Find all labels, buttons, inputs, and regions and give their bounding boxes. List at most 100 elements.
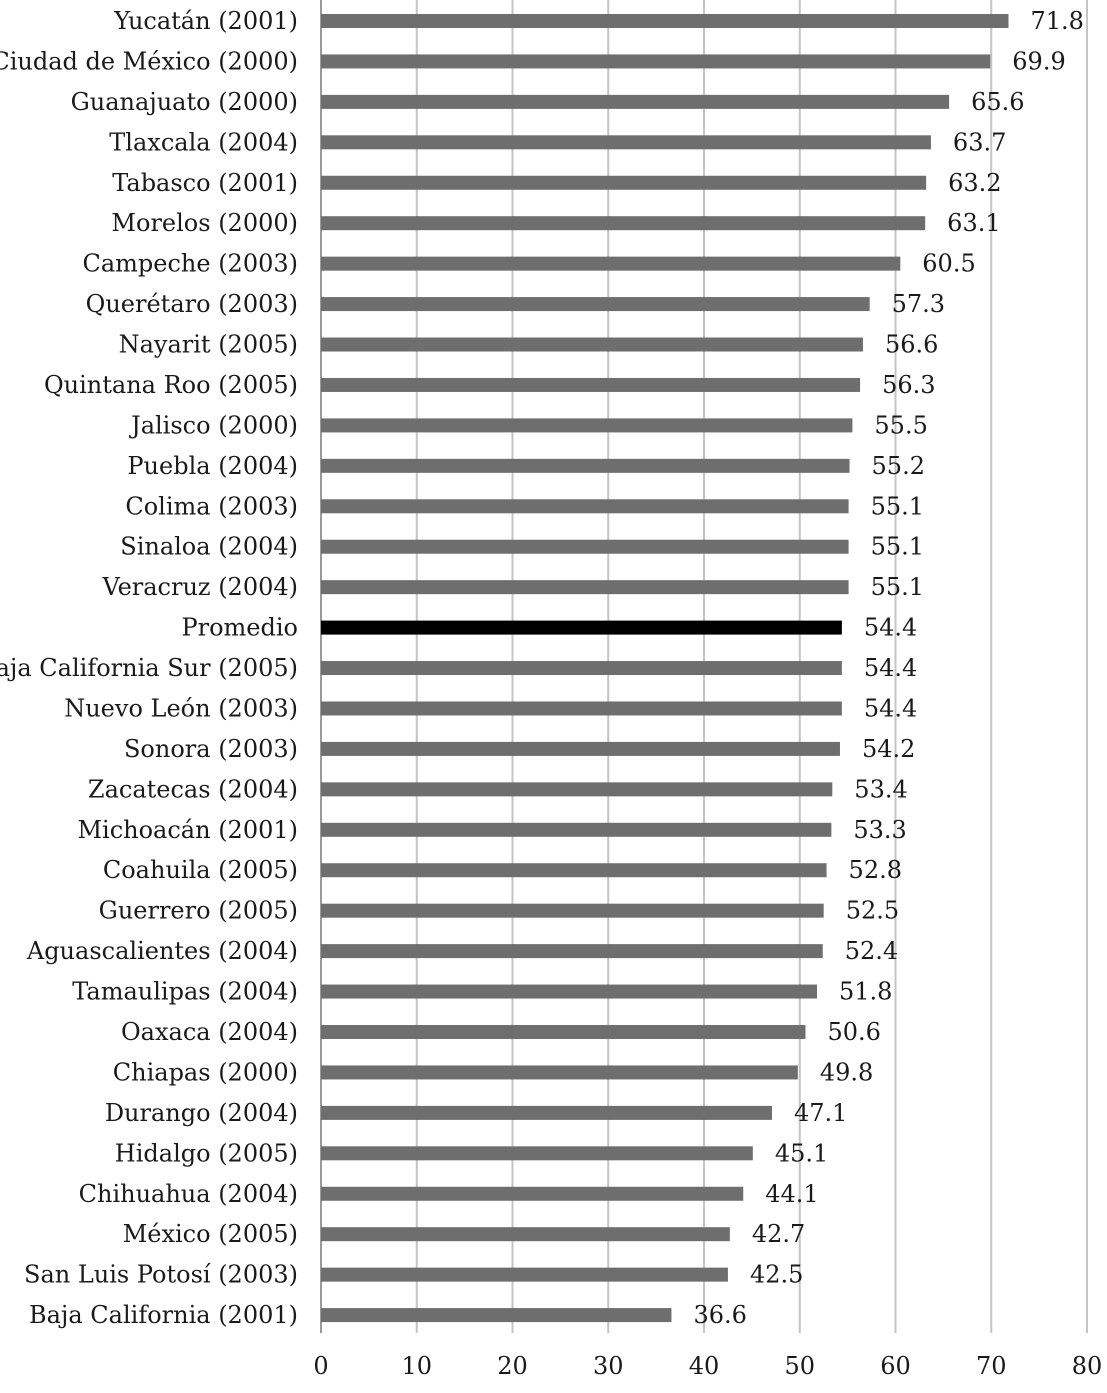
x-tick-label: 0	[313, 1352, 328, 1380]
bars	[321, 14, 1009, 1323]
bar	[321, 297, 870, 312]
data-label: 49.8	[820, 1058, 873, 1086]
bar	[321, 539, 849, 554]
data-label: 54.2	[862, 735, 915, 763]
category-label: Guanajuato (2000)	[71, 88, 298, 116]
category-label: Zacatecas (2004)	[88, 775, 298, 803]
bar	[321, 984, 817, 999]
bar	[321, 903, 824, 918]
category-label: Chiapas (2000)	[113, 1058, 298, 1086]
bar	[321, 1308, 672, 1323]
data-label: 53.3	[853, 816, 906, 844]
bar	[321, 1025, 806, 1039]
category-label: Coahuila (2005)	[103, 856, 298, 884]
data-label: 55.1	[871, 492, 924, 520]
category-label: Nayarit (2005)	[119, 331, 298, 359]
bar	[321, 175, 927, 190]
bar	[321, 377, 861, 392]
category-label: Sinaloa (2004)	[120, 533, 298, 561]
bar	[321, 1267, 728, 1282]
data-label: 63.2	[948, 169, 1001, 197]
data-label: 52.4	[845, 937, 898, 965]
x-tick-label: 70	[976, 1352, 1007, 1380]
x-tick-label: 10	[401, 1352, 432, 1380]
data-label: 71.8	[1030, 7, 1083, 35]
category-label: Hidalgo (2005)	[115, 1139, 298, 1167]
data-label: 54.4	[864, 694, 917, 722]
category-labels: Yucatán (2001) Ciudad de México (2000) Gua…	[0, 7, 298, 1329]
bar	[321, 1105, 772, 1120]
bar	[321, 499, 849, 514]
bar	[321, 94, 950, 109]
category-label: Oaxaca (2004)	[121, 1018, 298, 1046]
data-label: 44.1	[765, 1180, 818, 1208]
category-label: Veracruz (2004)	[101, 573, 298, 601]
data-label: 45.1	[775, 1139, 828, 1167]
data-label: 51.8	[839, 978, 892, 1006]
category-label: Nuevo León (2003)	[64, 694, 298, 722]
category-label: Michoacán (2001)	[77, 816, 298, 844]
x-tick-label: 30	[593, 1352, 624, 1380]
bar	[321, 1227, 730, 1242]
bar	[321, 1146, 753, 1161]
category-label: Chihuahua (2004)	[79, 1180, 298, 1208]
x-tick-label: 60	[880, 1352, 911, 1380]
category-label: Sonora (2003)	[124, 735, 298, 763]
bar	[321, 1065, 798, 1080]
bar	[321, 863, 827, 878]
category-label: Campeche (2003)	[82, 250, 298, 278]
bar	[321, 661, 842, 676]
data-label: 55.1	[871, 533, 924, 561]
category-label: Quintana Roo (2005)	[44, 371, 298, 399]
data-label: 55.2	[872, 452, 925, 480]
category-label: Baja California (2001)	[29, 1301, 298, 1329]
x-axis-ticks: 0 10 20 30 40 50 60 70 80	[313, 1352, 1102, 1380]
category-label: Tlaxcala (2004)	[109, 128, 298, 156]
data-label: 55.1	[871, 573, 924, 601]
category-label: Puebla (2004)	[127, 452, 298, 480]
category-label: Durango (2004)	[105, 1099, 298, 1127]
data-label: 55.5	[874, 411, 927, 439]
bar	[321, 741, 840, 756]
category-label: Baja California Sur (2005)	[0, 654, 298, 682]
category-label: Promedio	[181, 614, 298, 642]
category-label: México (2005)	[123, 1220, 298, 1248]
bar	[321, 701, 842, 716]
data-label: 63.7	[953, 128, 1006, 156]
category-label: Jalisco (2000)	[128, 411, 298, 439]
category-label: San Luis Potosí (2003)	[24, 1261, 298, 1289]
data-label: 54.4	[864, 654, 917, 682]
data-label: 52.8	[849, 856, 902, 884]
category-label: Tamaulipas (2004)	[72, 978, 298, 1006]
bar	[321, 135, 931, 150]
category-label: Tabasco (2001)	[112, 169, 298, 197]
bar	[321, 14, 1009, 28]
bar	[321, 944, 823, 959]
category-label: Colima (2003)	[125, 492, 298, 520]
x-tick-label: 50	[784, 1352, 815, 1380]
data-label: 42.7	[752, 1220, 805, 1248]
bar	[321, 418, 853, 433]
data-label: 53.4	[854, 775, 907, 803]
category-label: Querétaro (2003)	[86, 290, 298, 318]
data-label: 63.1	[947, 209, 1000, 237]
value-labels: 71.8 69.9 65.6 63.7 63.2 63.1 60.5 57.3 56.6 56.3…	[693, 7, 1083, 1329]
category-label: Morelos (2000)	[111, 209, 298, 237]
bar	[321, 54, 991, 69]
data-label: 52.5	[846, 897, 899, 925]
bar	[321, 782, 833, 797]
x-tick-label: 80	[1072, 1352, 1103, 1380]
category-label: Aguascalientes (2004)	[26, 937, 298, 965]
category-label: Yucatán (2001)	[113, 7, 298, 35]
data-label: 69.9	[1012, 47, 1065, 75]
data-label: 42.5	[750, 1261, 803, 1289]
bar	[321, 1186, 744, 1201]
data-label: 65.6	[971, 88, 1024, 116]
bar	[321, 458, 850, 473]
bar	[321, 337, 863, 352]
category-label: Guerrero (2005)	[99, 897, 298, 925]
bar	[321, 216, 926, 231]
category-label: Ciudad de México (2000)	[0, 47, 298, 75]
data-label: 56.6	[885, 331, 938, 359]
